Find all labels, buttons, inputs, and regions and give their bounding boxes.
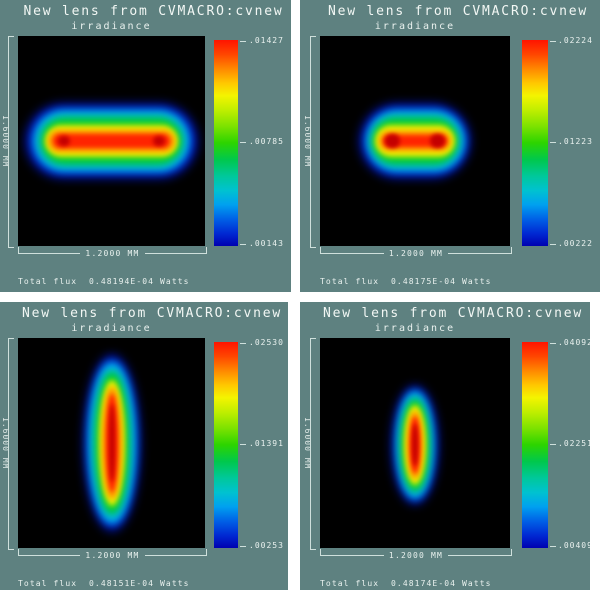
y-dimension-bracket [8, 338, 14, 550]
hotspot-right [152, 135, 165, 147]
x-dimension-bracket: 1.2000 MM [18, 549, 207, 560]
irradiance-stats: Total flux 0.48175E-04 Watts Max irradia… [320, 257, 545, 292]
irradiance-panel-bottom-right: New lens from CVMACRO:cvnew irradiance 1… [300, 302, 590, 590]
colorbar-label-mid: .02251 [558, 439, 590, 448]
colorbar-label-mid: .01391 [249, 439, 284, 448]
hotspot-left [385, 133, 400, 148]
plot-area [18, 36, 205, 246]
colorbar-tick-min [550, 546, 556, 547]
colorbar-label-min: .00253 [249, 541, 284, 550]
plot-area [18, 338, 205, 548]
plot-subtitle: irradiance [374, 21, 456, 32]
colorbar-label-mid: .00785 [249, 137, 284, 146]
colorbar-label-min: .00222 [558, 239, 593, 248]
x-extent-label: 1.2000 MM [383, 550, 449, 560]
hotspot-right [430, 133, 445, 148]
y-dimension-bracket [310, 36, 316, 248]
colorbar [214, 40, 238, 246]
x-dimension-bracket: 1.2000 MM [320, 549, 512, 560]
window-title: New lens from CVMACRO:cvnew [323, 306, 583, 321]
y-extent-label: 1.6000 MM [303, 114, 312, 168]
total-flux-line: Total flux 0.48175E-04 Watts [320, 277, 492, 286]
colorbar-tick-min [240, 244, 246, 245]
colorbar-tick-max [550, 343, 556, 344]
colorbar-label-min: .00409 [558, 541, 590, 550]
colorbar-label-max: .02530 [249, 338, 284, 347]
y-dimension-bracket [310, 338, 316, 550]
colorbar-tick-max [550, 41, 556, 42]
colorbar-tick-min [240, 546, 246, 547]
plot-area [320, 36, 510, 246]
colorbar-label-max: .04092 [558, 338, 590, 347]
colorbar [214, 342, 238, 548]
colorbar-tick-mid [240, 142, 246, 143]
x-extent-label: 1.2000 MM [383, 248, 449, 258]
total-flux-line: Total flux 0.48194E-04 Watts [18, 277, 190, 286]
irradiance-panel-bottom-left: New lens from CVMACRO:cvnew irradiance 1… [0, 302, 288, 590]
colorbar-tick-mid [240, 444, 246, 445]
colorbar-label-max: .02224 [558, 36, 593, 45]
plot-subtitle: irradiance [374, 323, 456, 334]
colorbar-tick-max [240, 41, 246, 42]
window-title: New lens from CVMACRO:cvnew [23, 4, 284, 19]
x-dimension-bracket: 1.2000 MM [320, 247, 512, 258]
y-dimension-bracket [8, 36, 14, 248]
hotspot-center [412, 423, 418, 467]
plot-area [320, 338, 510, 548]
plot-subtitle: irradiance [71, 21, 152, 32]
beam-profile [84, 355, 140, 531]
colorbar-tick-mid [550, 444, 556, 445]
colorbar-label-mid: .01223 [558, 137, 593, 146]
y-extent-label: 1.6000 MM [303, 416, 312, 470]
hotspot-center [108, 404, 116, 482]
beam-profile [26, 104, 197, 178]
plot-subtitle: irradiance [71, 323, 152, 334]
colorbar-label-min: .00143 [249, 239, 284, 248]
beam-profile [392, 386, 438, 504]
colorbar-label-max: .01427 [249, 36, 284, 45]
irradiance-panel-top-left: New lens from CVMACRO:cvnew irradiance 1… [0, 0, 291, 292]
x-extent-label: 1.2000 MM [80, 248, 145, 258]
x-dimension-bracket: 1.2000 MM [18, 247, 207, 258]
total-flux-line: Total flux 0.48174E-04 Watts [320, 579, 492, 588]
y-extent-label: 1.6000 MM [1, 114, 10, 168]
colorbar [522, 342, 548, 548]
colorbar-tick-min [550, 244, 556, 245]
window-title: New lens from CVMACRO:cvnew [328, 4, 588, 19]
beam-profile [360, 104, 470, 178]
y-extent-label: 1.6000 MM [1, 416, 10, 470]
colorbar [522, 40, 548, 246]
irradiance-stats: Total flux 0.48174E-04 Watts Max irradia… [320, 559, 545, 590]
hotspot-left [58, 135, 71, 147]
x-extent-label: 1.2000 MM [80, 550, 145, 560]
colorbar-tick-mid [550, 142, 556, 143]
total-flux-line: Total flux 0.48151E-04 Watts [18, 579, 190, 588]
irradiance-stats: Total flux 0.48151E-04 Watts Max irradia… [18, 559, 243, 590]
irradiance-stats: Total flux 0.48194E-04 Watts Max irradia… [18, 257, 243, 292]
irradiance-panel-top-right: New lens from CVMACRO:cvnew irradiance 1… [300, 0, 600, 292]
colorbar-tick-max [240, 343, 246, 344]
window-title: New lens from CVMACRO:cvnew [22, 306, 282, 321]
